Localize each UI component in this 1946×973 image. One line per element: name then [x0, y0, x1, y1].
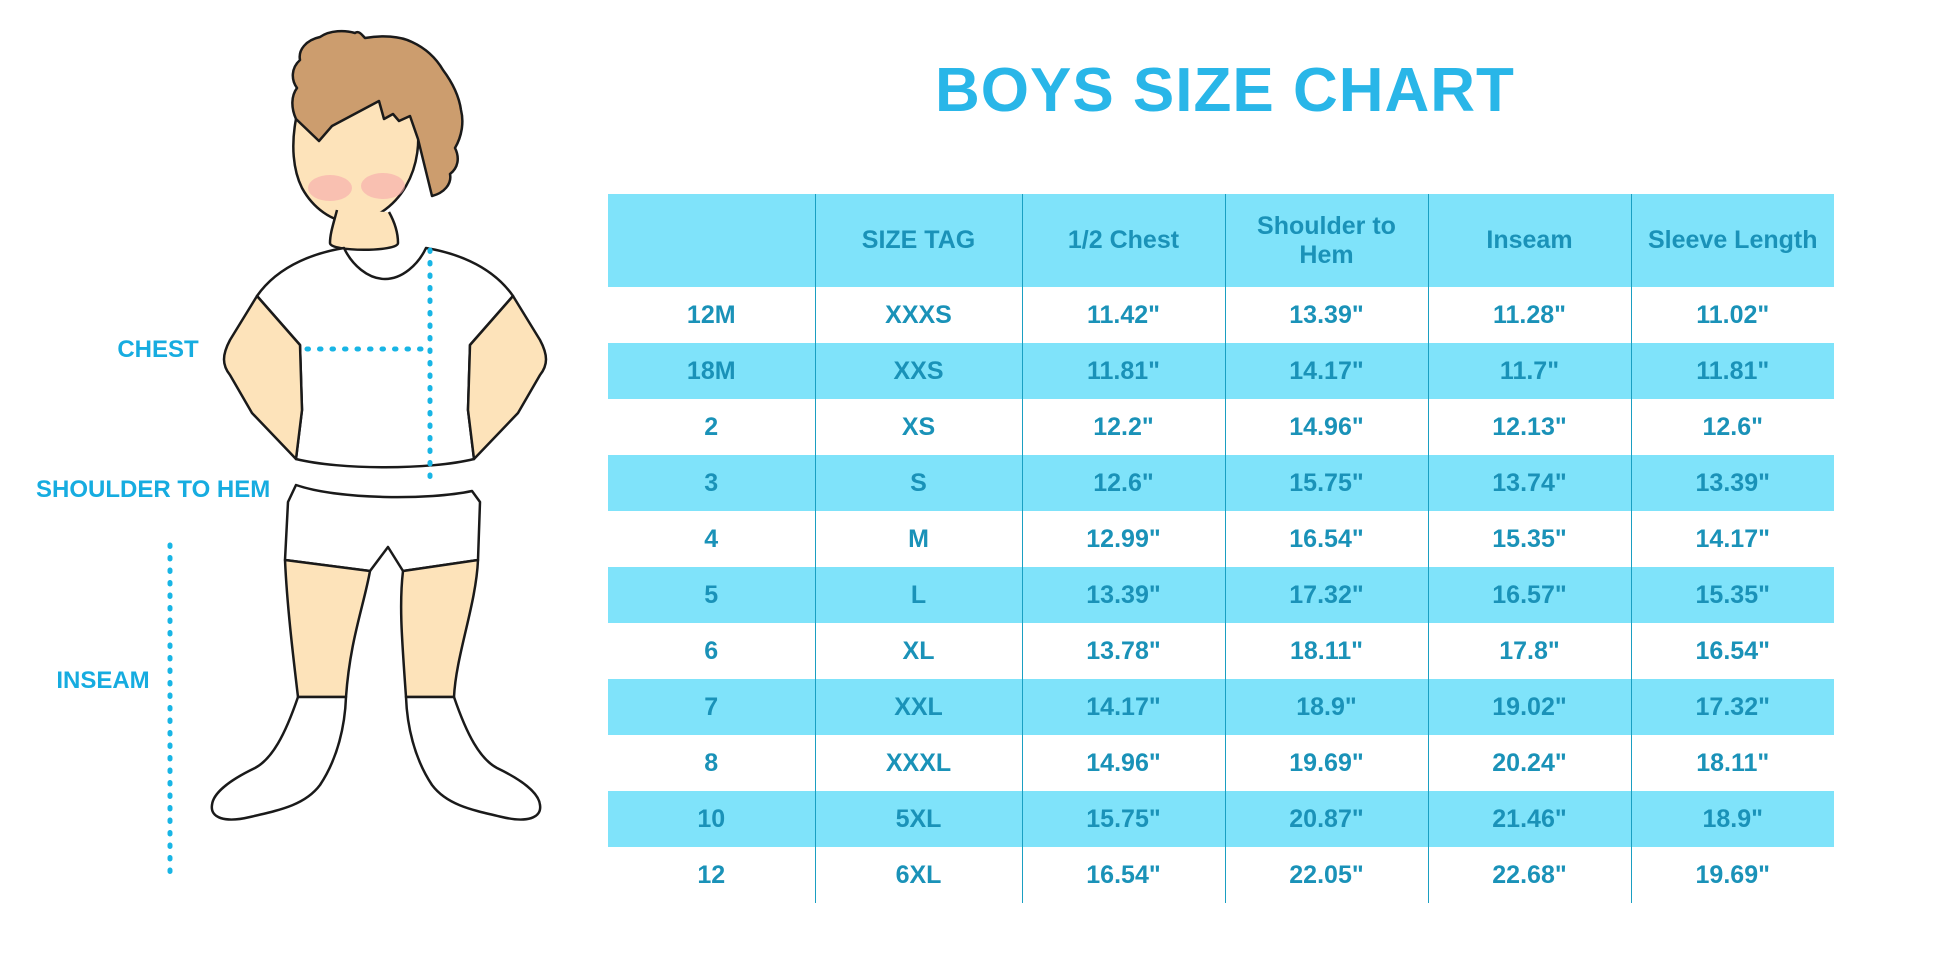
svg-text:SHOULDER TO HEM: SHOULDER TO HEM [36, 476, 270, 503]
svg-text:CHEST: CHEST [117, 336, 199, 363]
svg-text:INSEAM: INSEAM [56, 667, 149, 694]
